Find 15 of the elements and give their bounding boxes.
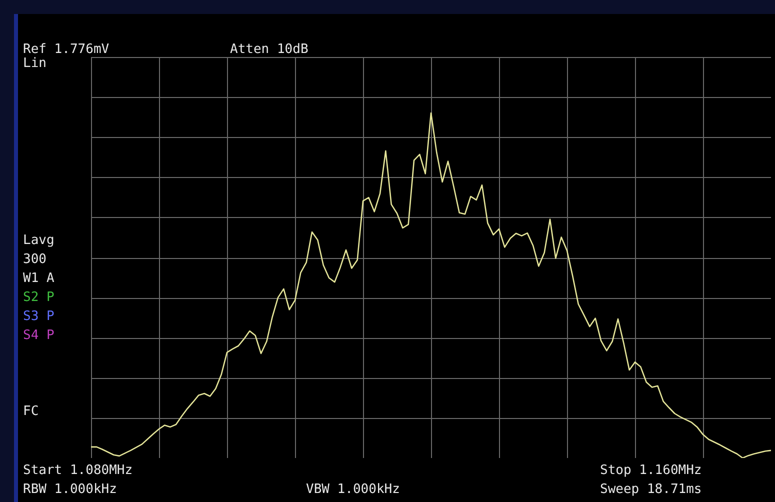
- text: Lin: [23, 56, 46, 71]
- text: S3 P: [23, 309, 54, 324]
- text: Atten 10dB: [230, 42, 308, 57]
- text: FC: [23, 404, 39, 419]
- text: Sweep 18.71ms: [600, 482, 702, 497]
- text: Lavg: [23, 233, 54, 248]
- text: Stop 1.160MHz: [600, 463, 702, 478]
- text: 300: [23, 252, 46, 267]
- text: VBW 1.000kHz: [306, 482, 400, 497]
- text: S4 P: [23, 328, 54, 343]
- text: RBW 1.000kHz: [23, 482, 117, 497]
- text: S2 P: [23, 290, 54, 305]
- text: Ref 1.776mV: [23, 42, 110, 57]
- text: Start 1.080MHz: [23, 463, 133, 478]
- text: W1 A: [23, 271, 54, 286]
